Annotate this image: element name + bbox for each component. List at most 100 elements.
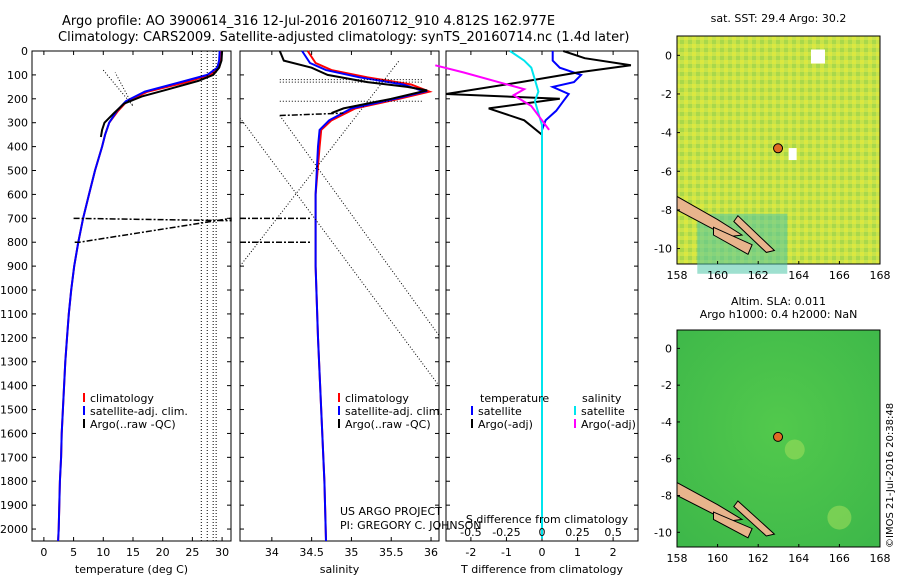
figure-title-line1: Argo profile: AO 3900614_316 12-Jul-2016… (62, 14, 556, 29)
temp-legend-label-1: satellite-adj. clim. (90, 405, 188, 418)
qc-dashdot-line (279, 112, 344, 117)
series-line-1 (301, 50, 429, 542)
y-tick-label: 1700 (0, 451, 28, 464)
temp-legend-label-0: climatology (90, 392, 154, 405)
y-tick-label: 0 (21, 45, 28, 58)
sal-legend-label-2: Argo(..raw -QC) (345, 418, 431, 431)
map-y-tick-label: -4 (661, 127, 672, 140)
y-tick-label: 1100 (0, 308, 28, 321)
t-tick-label: 2 (610, 546, 617, 559)
map-title: Altim. SLA: 0.011 (731, 295, 826, 308)
series-line-2 (278, 50, 428, 115)
temp-legend-label-2: Argo(..raw -QC) (90, 418, 176, 431)
figure-title-line2: Climatology: CARS2009. Satellite-adjuste… (58, 30, 630, 45)
map-x-tick-label: 160 (707, 269, 728, 282)
sla-highlight (827, 505, 852, 530)
map-y-tick-label: -2 (661, 88, 672, 101)
y-tick-label: 700 (7, 212, 28, 225)
x-tick-label: 35 (344, 546, 358, 559)
map-x-tick-label: 162 (748, 269, 769, 282)
map-x-tick-label: 158 (667, 552, 688, 565)
x-tick-label: 5 (70, 546, 77, 559)
map-x-tick-label: 166 (829, 552, 850, 565)
t-tick-label: -1 (501, 546, 512, 559)
map-x-tick-label: 166 (829, 269, 850, 282)
diff-legend-temp-title: temperature (480, 392, 549, 405)
pi-label: PI: GREGORY C. JOHNSON (340, 519, 481, 532)
x-tick-label: 10 (96, 546, 110, 559)
diff-legend-temp-label-1: Argo(-adj) (478, 418, 533, 431)
y-tick-label: 1400 (0, 380, 28, 393)
map-y-tick-label: -8 (661, 490, 672, 503)
y-tick-label: 300 (7, 117, 28, 130)
s-tick-label: 0.25 (565, 526, 590, 539)
diff-legend-temp-label-0: satellite (478, 405, 522, 418)
y-tick-label: 2000 (0, 523, 28, 536)
s-axis-label: S difference from climatology (466, 513, 629, 526)
y-tick-label: 1200 (0, 332, 28, 345)
diff-legend-sal-label-1: Argo(-adj) (581, 418, 636, 431)
y-tick-label: 800 (7, 236, 28, 249)
s-tick-label: -0.25 (492, 526, 520, 539)
map-y-tick-label: -6 (661, 165, 672, 178)
x-tick-label: 30 (215, 546, 229, 559)
land-island-0 (676, 195, 744, 238)
map-x-tick-label: 162 (748, 552, 769, 565)
map-y-tick-label: 0 (665, 49, 672, 62)
qc-dotted-line (279, 115, 440, 336)
land-island-0 (676, 481, 744, 522)
argo-location-marker (773, 143, 784, 154)
map-x-tick-label: 160 (707, 552, 728, 565)
t-tick-label: 0 (539, 546, 546, 559)
x-axis-label: temperature (deg C) (75, 563, 188, 576)
land-island-2 (733, 500, 776, 537)
series-line-2 (99, 50, 224, 138)
y-tick-label: 1800 (0, 475, 28, 488)
map-x-tick-label: 164 (788, 552, 809, 565)
map-x-tick-label: 158 (667, 269, 688, 282)
map-y-tick-label: -10 (654, 526, 672, 539)
land-island-2 (733, 214, 776, 253)
map-y-tick-label: -4 (661, 416, 672, 429)
y-tick-label: 500 (7, 165, 28, 178)
x-axis-label: salinity (320, 563, 360, 576)
sal-legend-label-1: satellite-adj. clim. (345, 405, 443, 418)
project-label: US ARGO PROJECT (340, 505, 442, 518)
t-tick-label: -2 (465, 546, 476, 559)
y-tick-label: 600 (7, 188, 28, 201)
y-tick-label: 900 (7, 260, 28, 273)
sal-legend-label-0: climatology (345, 392, 409, 405)
y-tick-label: 1600 (0, 427, 28, 440)
profile-panel-0-frame (31, 50, 232, 542)
map-x-tick-label: 168 (870, 552, 891, 565)
diff-legend-sal-title: salinity (582, 392, 622, 405)
s-tick-label: 0.5 (604, 526, 622, 539)
series-line-2 (509, 50, 543, 539)
diff-legend-sal-label-0: satellite (581, 405, 625, 418)
map-x-tick-label: 168 (870, 269, 891, 282)
y-tick-label: 100 (7, 69, 28, 82)
x-tick-label: 25 (185, 546, 199, 559)
y-tick-label: 200 (7, 93, 28, 106)
y-tick-label: 1000 (0, 284, 28, 297)
map-y-tick-label: -6 (661, 453, 672, 466)
x-tick-label: 20 (156, 546, 170, 559)
qc-dashdot-line (73, 217, 232, 243)
y-tick-label: 1900 (0, 499, 28, 512)
y-tick-label: 1500 (0, 404, 28, 417)
x-tick-label: 15 (126, 546, 140, 559)
series-line-3 (435, 64, 550, 131)
map-subtitle: Argo h1000: 0.4 h2000: NaN (700, 308, 858, 321)
x-tick-label: 34.5 (299, 546, 324, 559)
land-island-1 (713, 511, 753, 539)
map-title: sat. SST: 29.4 Argo: 30.2 (711, 12, 847, 25)
qc-dotted-line (239, 60, 400, 267)
x-tick-label: 35.5 (379, 546, 404, 559)
x-tick-label: 0 (40, 546, 47, 559)
s-tick-label: -0.5 (460, 526, 481, 539)
imos-credit: ©IMOS 21-Jul-2016 20:38:48 (885, 403, 896, 548)
t-tick-label: 1 (574, 546, 581, 559)
map-x-tick-label: 164 (788, 269, 809, 282)
sst-missing-patch (810, 49, 825, 64)
